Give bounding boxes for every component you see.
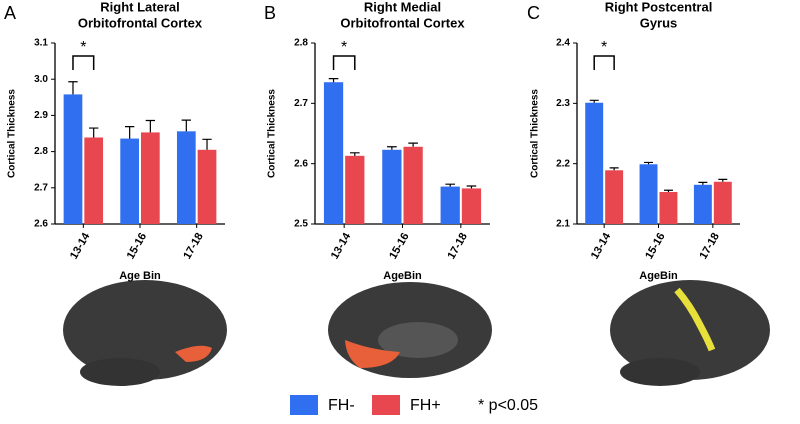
x-tick-label: 13-14 (68, 230, 93, 261)
panel-letter: B (264, 3, 276, 23)
panel-letter: A (4, 3, 16, 23)
error-bar (68, 81, 78, 95)
bar (585, 102, 604, 224)
x-tick-label: 17-18 (445, 231, 469, 261)
error-bar (698, 181, 708, 185)
chart-title: Orbitofrontal Cortex (78, 15, 203, 30)
error-bar (644, 161, 654, 165)
y-axis-label: Cortical Thickness (7, 89, 18, 178)
significance-bracket (72, 55, 95, 70)
legend: FH- FH+ * p<0.05 (290, 395, 538, 415)
significance-bracket (593, 55, 615, 70)
y-tick-label: 2.6 (34, 219, 48, 230)
y-tick-label: 2.6 (294, 158, 308, 169)
bar (84, 137, 104, 224)
y-axis-label: Cortical Thickness (530, 89, 541, 178)
bar (440, 186, 460, 224)
x-tick-label: 17-18 (697, 231, 721, 261)
legend-swatch (372, 395, 400, 415)
bar (120, 138, 139, 224)
brain-a (63, 280, 227, 386)
x-tick-label: 13-14 (329, 230, 354, 261)
error-bar (718, 178, 728, 182)
y-tick-label: 2.8 (34, 146, 48, 157)
bar (63, 94, 83, 225)
chart-title: Right Postcentral (605, 0, 713, 14)
x-tick-label: 15-16 (643, 231, 667, 261)
x-tick-label: 17-18 (181, 231, 205, 261)
x-tick-label: 15-16 (387, 231, 411, 261)
brain-c (610, 280, 770, 386)
x-axis-label: AgeBin (639, 270, 678, 282)
chart-title: Right Medial (364, 0, 441, 14)
bar (659, 192, 678, 224)
y-tick-label: 2.9 (34, 110, 48, 121)
bar (461, 188, 482, 224)
legend-swatch (290, 395, 318, 415)
error-bar (181, 119, 191, 132)
error-bar (387, 146, 397, 150)
error-bar (328, 77, 339, 83)
bar (693, 184, 712, 224)
x-tick-label: 15-16 (125, 231, 149, 261)
error-bar (349, 152, 360, 156)
error-bar (408, 142, 418, 147)
x-axis-label: AgeBin (383, 270, 422, 282)
bar (605, 170, 624, 224)
error-bar (589, 99, 599, 103)
error-bar (202, 138, 212, 150)
significance-bracket (332, 55, 356, 70)
panel-letter: C (527, 3, 540, 23)
significance-star: * (341, 39, 347, 56)
y-tick-label: 2.8 (294, 38, 308, 49)
error-bar (663, 189, 673, 193)
bar (323, 82, 344, 224)
brain-b (328, 282, 492, 378)
error-bar (89, 127, 99, 138)
bar (639, 164, 658, 224)
y-tick-label: 3.1 (34, 38, 48, 49)
chart-title: Right Lateral (100, 0, 179, 14)
x-axis-label: Age Bin (119, 270, 161, 282)
y-tick-label: 2.7 (294, 98, 308, 109)
legend-label: FH- (328, 397, 355, 414)
y-tick-label: 2.3 (556, 98, 570, 109)
error-bar (445, 183, 456, 187)
chart-title: Gyrus (640, 15, 678, 30)
legend-label: FH+ (410, 397, 441, 414)
y-tick-label: 3.0 (34, 74, 48, 85)
error-bar (124, 126, 135, 139)
error-bar (609, 167, 619, 171)
significance-star: * (80, 39, 86, 56)
error-bar (145, 119, 156, 133)
bar (382, 149, 402, 224)
y-axis-label: Cortical Thickness (267, 89, 278, 178)
error-bar (466, 185, 477, 189)
bar (197, 149, 217, 224)
y-tick-label: 2.7 (34, 182, 48, 193)
bar (345, 155, 365, 224)
bar (141, 132, 160, 224)
bar (176, 131, 196, 224)
chart-title: Orbitofrontal Cortex (340, 15, 465, 30)
note: * p<0.05 (478, 397, 538, 414)
y-tick-label: 2.1 (556, 219, 570, 230)
significance-star: * (601, 39, 607, 56)
y-tick-label: 2.2 (556, 158, 570, 169)
bar (713, 181, 732, 224)
x-tick-label: 13-14 (589, 230, 614, 261)
y-tick-label: 2.4 (556, 38, 570, 49)
y-tick-label: 2.5 (294, 219, 308, 230)
bar (403, 146, 423, 224)
